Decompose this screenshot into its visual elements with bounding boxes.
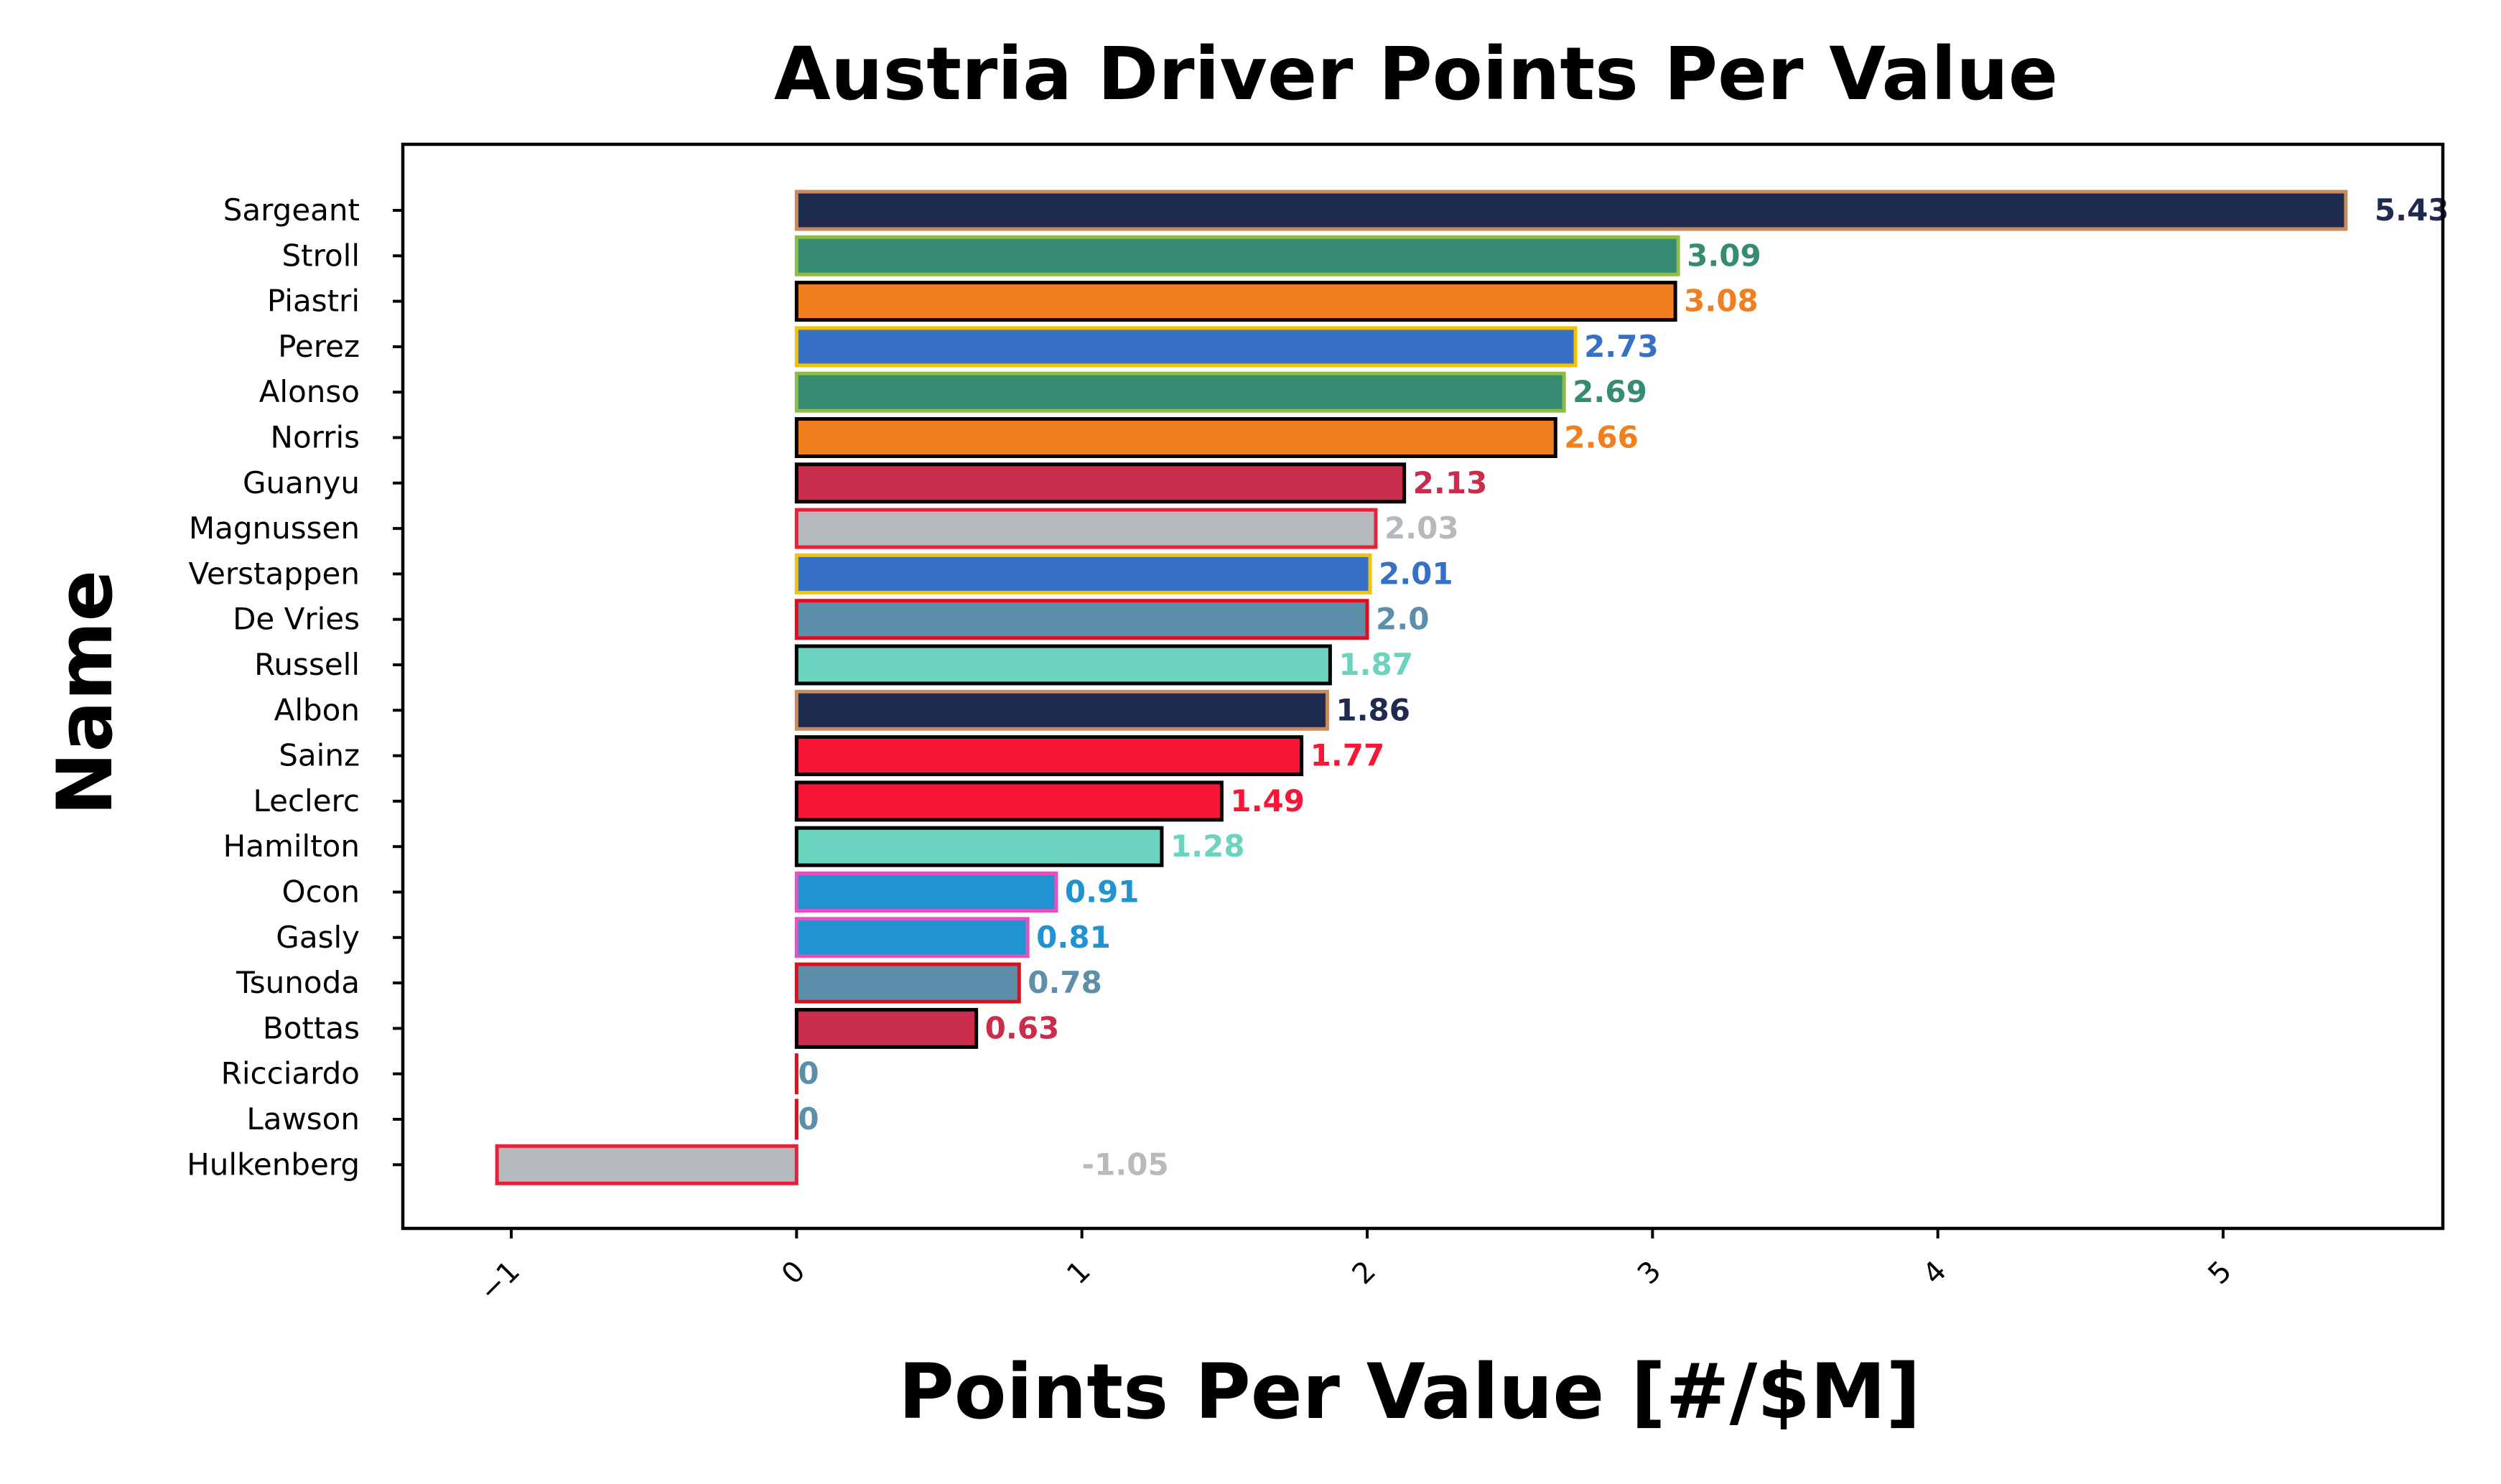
value-label-albon: 1.86 bbox=[1336, 692, 1410, 727]
y-tick-label-ocon: Ocon bbox=[282, 874, 360, 910]
value-label-hulkenberg: -1.05 bbox=[1082, 1147, 1169, 1182]
y-tick-label-albon: Albon bbox=[274, 692, 360, 727]
bar-albon bbox=[796, 691, 1327, 729]
value-label-tsunoda: 0.78 bbox=[1028, 965, 1102, 1000]
bar-perez bbox=[796, 328, 1575, 365]
bar-norris bbox=[796, 419, 1555, 457]
bar-russell bbox=[796, 646, 1330, 683]
value-label-hamilton: 1.28 bbox=[1170, 829, 1245, 864]
y-tick-label-hamilton: Hamilton bbox=[223, 829, 360, 864]
value-label-norris: 2.66 bbox=[1564, 420, 1639, 455]
y-tick-label-alonso: Alonso bbox=[259, 374, 360, 409]
y-tick-label-tsunoda: Tsunoda bbox=[236, 965, 360, 1000]
bar-tsunoda bbox=[796, 964, 1019, 1002]
bar-guanyu bbox=[796, 465, 1404, 502]
x-axis-label: Points Per Value [#/$M] bbox=[898, 1348, 1921, 1436]
bar-alonso bbox=[796, 373, 1564, 411]
bar-sainz bbox=[796, 737, 1301, 775]
bar-sargeant bbox=[796, 192, 2346, 229]
bar-leclerc bbox=[796, 783, 1221, 820]
value-label-sargeant: 5.43 bbox=[2375, 192, 2449, 228]
value-label-bottas: 0.63 bbox=[985, 1010, 1060, 1045]
value-label-russell: 1.87 bbox=[1338, 647, 1413, 682]
y-tick-label-hulkenberg: Hulkenberg bbox=[187, 1147, 360, 1182]
y-tick-label-perez: Perez bbox=[278, 329, 360, 364]
value-label-leclerc: 1.49 bbox=[1230, 783, 1305, 818]
y-tick-label-verstappen: Verstappen bbox=[189, 556, 360, 591]
value-label-stroll: 3.09 bbox=[1687, 238, 1761, 273]
value-label-magnussen: 2.03 bbox=[1384, 510, 1459, 546]
y-tick-label-stroll: Stroll bbox=[281, 238, 360, 273]
y-tick-label-ricciardo: Ricciardo bbox=[221, 1056, 360, 1091]
value-label-ocon: 0.91 bbox=[1065, 874, 1140, 910]
y-tick-label-de-vries: De Vries bbox=[233, 602, 360, 637]
value-label-verstappen: 2.01 bbox=[1379, 556, 1453, 591]
chart-title: Austria Driver Points Per Value bbox=[774, 32, 2058, 117]
value-label-guanyu: 2.13 bbox=[1413, 465, 1488, 500]
value-label-piastri: 3.08 bbox=[1684, 284, 1759, 319]
y-tick-label-russell: Russell bbox=[254, 647, 360, 682]
y-tick-label-norris: Norris bbox=[271, 420, 360, 455]
value-label-ricciardo: 0 bbox=[798, 1056, 819, 1091]
value-label-perez: 2.73 bbox=[1584, 329, 1659, 364]
y-tick-label-lawson: Lawson bbox=[246, 1101, 360, 1137]
bar-de-vries bbox=[796, 601, 1367, 638]
y-tick-label-leclerc: Leclerc bbox=[253, 783, 360, 818]
value-label-lawson: 0 bbox=[798, 1101, 819, 1137]
y-tick-label-magnussen: Magnussen bbox=[189, 510, 360, 546]
y-tick-label-piastri: Piastri bbox=[267, 284, 360, 319]
value-label-gasly: 0.81 bbox=[1036, 920, 1111, 955]
bar-gasly bbox=[796, 919, 1028, 956]
y-axis-label: Name bbox=[41, 570, 129, 816]
y-tick-label-sargeant: Sargeant bbox=[223, 192, 360, 228]
value-label-sainz: 1.77 bbox=[1310, 738, 1385, 773]
bar-ocon bbox=[796, 874, 1056, 911]
y-tick-label-sainz: Sainz bbox=[279, 738, 360, 773]
bar-hulkenberg bbox=[497, 1146, 796, 1183]
value-label-alonso: 2.69 bbox=[1573, 374, 1647, 409]
y-tick-label-gasly: Gasly bbox=[276, 920, 360, 955]
bar-hamilton bbox=[796, 828, 1162, 865]
y-tick-label-guanyu: Guanyu bbox=[243, 465, 360, 500]
bar-piastri bbox=[796, 283, 1675, 320]
value-label-de-vries: 2.0 bbox=[1376, 602, 1429, 637]
bar-stroll bbox=[796, 237, 1678, 274]
y-tick-label-bottas: Bottas bbox=[263, 1010, 360, 1045]
bar-verstappen bbox=[796, 555, 1370, 592]
bar-magnussen bbox=[796, 510, 1376, 547]
bar-bottas bbox=[796, 1009, 976, 1047]
